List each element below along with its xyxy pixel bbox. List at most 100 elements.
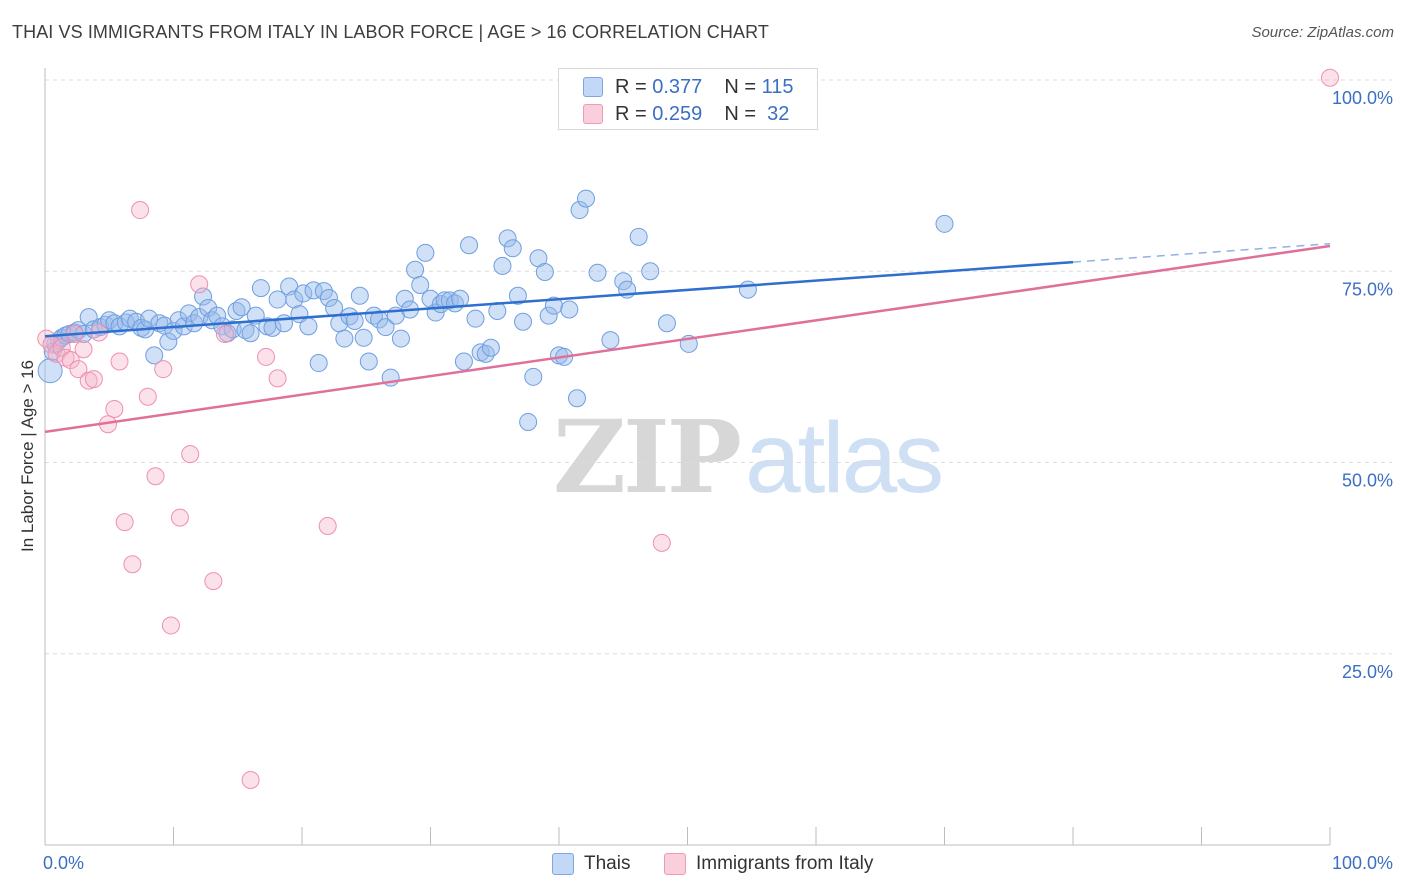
watermark: ZIPatlas [553,398,944,516]
thais-point-66 [359,352,378,371]
thais-point-87 [466,309,485,328]
thais-point-34 [199,298,218,317]
italy-point-13 [105,399,124,418]
italy-trend-line [44,244,1331,434]
legend-label-thais: Thais [584,853,631,874]
thais-point-110 [601,331,620,350]
legend-row-thais: R = 0.377 N = 115 [583,75,793,99]
italy-point-17 [131,201,150,220]
thais-point-55 [304,281,323,300]
thais-point-105 [560,300,579,319]
n-label: N = [724,75,756,98]
thais-point-109 [588,263,607,282]
thais-point-90 [481,338,500,357]
thais-point-111 [614,272,633,291]
thais-point-102 [544,296,563,315]
thais-point-53 [294,284,313,303]
thais-point-118 [935,214,954,233]
thais-point-77 [416,243,435,262]
thais-point-65 [354,328,373,347]
italy-point-23 [181,445,200,464]
r-label: R = [615,75,647,98]
chart-title: THAI VS IMMIGRANTS FROM ITALY IN LABOR F… [12,22,769,42]
thais-point-73 [395,289,414,308]
thais-point-23 [145,346,164,365]
thais-point-72 [391,329,410,348]
x-tick-label-1: 100.0% [1332,853,1393,873]
n-value: 32 [767,102,790,125]
y-tick-label-2: 75.0% [1342,279,1393,299]
thais-point-43 [241,324,260,343]
thais-legend-icon [552,853,574,875]
italy-point-7 [69,360,88,379]
italy-point-3 [52,338,71,357]
thais-point-97 [519,412,538,431]
thais-point-26 [159,332,178,351]
italy-point-8 [74,340,93,359]
italy-point-32 [1321,68,1339,87]
thais-point-75 [406,260,425,279]
thais-point-98 [524,367,543,386]
thais-swatch-icon [583,77,603,97]
r-value: 0.259 [652,102,703,125]
n-label: N = [724,102,756,125]
thais-point-93 [498,229,517,248]
italy-point-28 [257,347,276,366]
thais-point-22 [140,309,159,328]
thais-point-86 [460,236,479,255]
thais-point-101 [539,306,558,325]
thais-point-64 [350,286,369,305]
thais-point-81 [435,291,454,310]
thais-point-48 [268,290,287,309]
legend-item-italy: Immigrants from Italy [664,851,873,877]
thais-point-114 [641,262,660,281]
italy-point-14 [110,352,129,371]
watermark-zip: ZIP [553,398,742,516]
italy-point-18 [138,387,157,406]
thais-point-85 [454,352,473,371]
italy-point-0 [37,329,56,348]
thais-point-94 [503,239,522,258]
r-value: 0.377 [652,75,703,98]
thais-point-61 [335,329,354,348]
thais-point-28 [169,311,188,330]
thais-point-115 [657,314,676,333]
thais-point-41 [232,298,251,317]
italy-point-10 [84,370,103,389]
y-tick-label-0: 25.0% [1342,662,1393,682]
source-label: Source: ZipAtlas.com [1251,24,1394,41]
italy-point-15 [115,513,134,532]
italy-legend-icon [664,853,686,875]
thais-point-96 [514,312,533,331]
italy-point-21 [161,616,180,635]
thais-point-92 [493,256,512,275]
italy-point-26 [215,324,234,343]
thais-point-89 [476,344,495,363]
italy-point-30 [318,516,337,535]
y-tick-label-3: 100.0% [1332,88,1393,108]
thais-trend-extension [1072,242,1331,263]
italy-point-25 [204,572,223,591]
thais-point-107 [570,201,589,220]
italy-point-16 [123,555,142,574]
italy-point-27 [241,770,260,789]
italy-point-29 [268,369,287,388]
thais-point-63 [345,311,364,330]
thais-point-69 [376,318,395,337]
italy-point-24 [190,275,209,294]
italy-point-5 [61,350,80,369]
x-tick-label-0: 0.0% [43,853,84,873]
y-tick-label-1: 50.0% [1342,471,1393,491]
thais-point-113 [629,227,648,246]
italy-swatch-icon [583,104,603,124]
thais-point-31 [185,314,204,333]
n-value: 115 [761,75,794,98]
thais-point-108 [576,189,595,208]
thais-point-117 [738,280,757,299]
thais-point-76 [411,276,430,295]
thais-point-49 [275,314,294,333]
legend-label-italy: Immigrants from Italy [696,853,874,874]
thais-point-95 [508,286,527,305]
correlation-legend: R = 0.377 N = 115 R = 0.259 N = 32 [558,68,818,130]
